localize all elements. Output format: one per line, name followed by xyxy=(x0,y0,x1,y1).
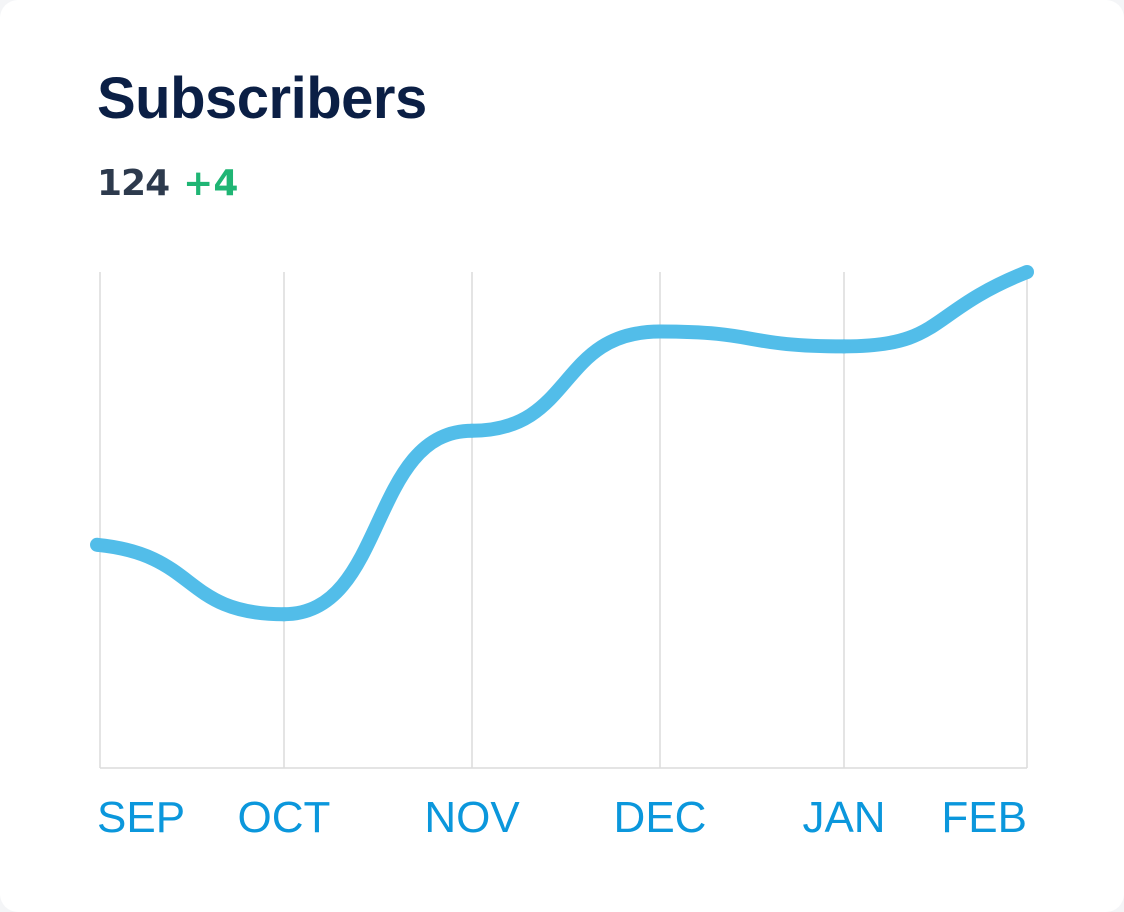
data-point-dec xyxy=(653,324,667,339)
x-tick-label-oct: OCT xyxy=(238,793,331,842)
x-tick-label-jan: JAN xyxy=(802,793,885,842)
subscriber-stats: 124 +4 xyxy=(97,166,238,202)
x-tick-label-sep: SEP xyxy=(97,793,185,842)
subscriber-delta: +4 xyxy=(183,163,239,204)
x-tick-label-dec: DEC xyxy=(614,793,707,842)
label-layer: SEP OCT NOV DEC JAN FEB xyxy=(97,793,1027,842)
card-title: Subscribers xyxy=(97,66,427,131)
data-point-jan xyxy=(837,339,851,354)
x-tick-label-nov: NOV xyxy=(424,793,520,842)
data-point-oct xyxy=(277,607,291,622)
series-line xyxy=(96,265,1030,622)
data-point-sep xyxy=(90,537,104,552)
data-point-nov xyxy=(465,423,479,438)
line-layer xyxy=(90,265,1034,622)
grid-layer xyxy=(99,272,1028,769)
subscriber-count: 124 xyxy=(97,163,170,204)
x-tick-label-feb: FEB xyxy=(941,793,1027,842)
data-point-feb xyxy=(1020,265,1034,279)
